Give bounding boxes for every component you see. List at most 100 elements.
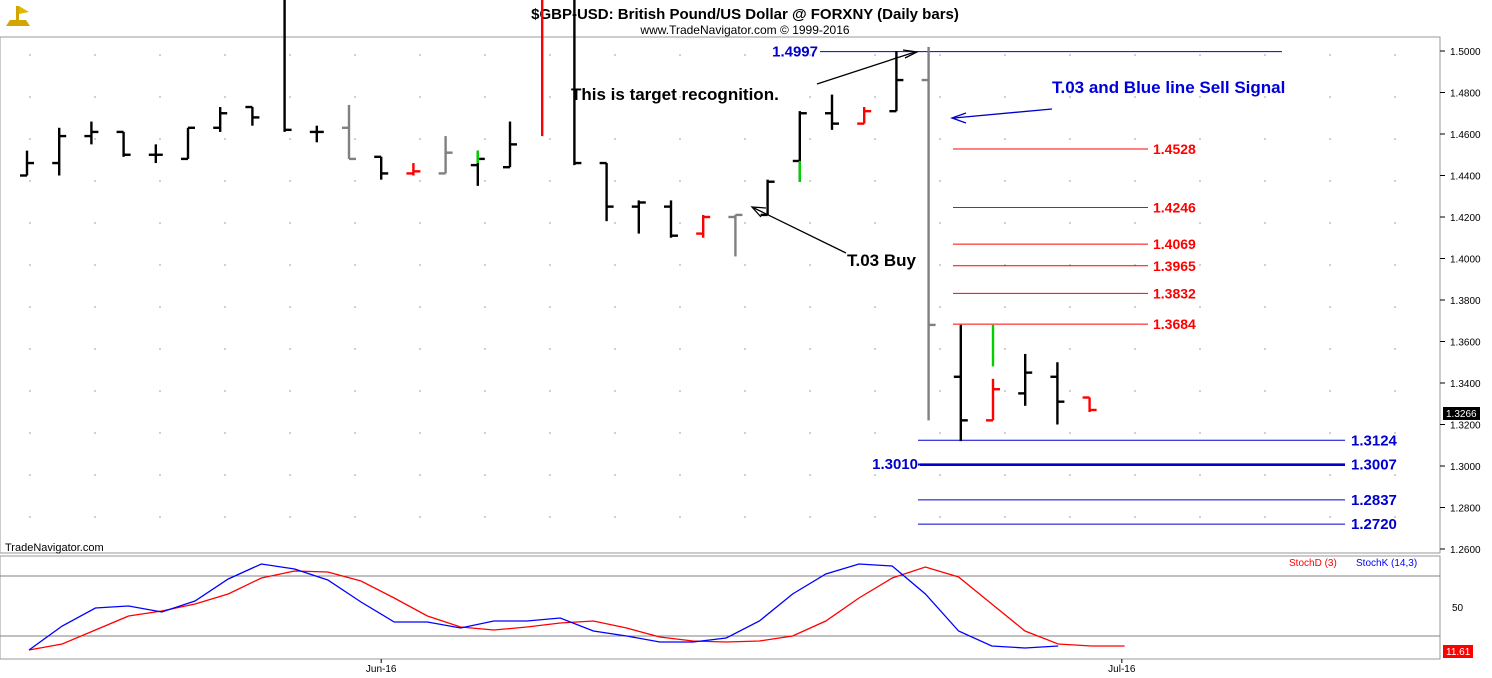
stoch-d-line [28,566,1125,651]
grid-dot [1329,222,1331,224]
stoch-reference-lines [0,575,1440,637]
level-label: 1.4069 [1153,236,1196,252]
current-price-tag [1443,407,1480,420]
grid-dot [549,96,551,98]
grid-dot [1199,180,1201,182]
grid-dot [29,264,31,266]
grid-dot [1394,348,1396,350]
grid-dot [354,96,356,98]
grid-dot [809,474,811,476]
grid-dot [809,306,811,308]
grid-dot [484,474,486,476]
grid-dot [224,306,226,308]
grid-dot [1199,138,1201,140]
price-panel-frame [0,36,1441,554]
grid-dot [1394,54,1396,56]
grid-dot [1134,180,1136,182]
grid-dot [549,306,551,308]
grid-dot [159,474,161,476]
grid-dot [1394,432,1396,434]
grid-dot [1329,432,1331,434]
grid-dot [484,348,486,350]
annotation-arrows [750,49,1053,254]
grid-dot [1134,54,1136,56]
grid-dot [1004,138,1006,140]
grid-dot [419,54,421,56]
grid-dot [159,96,161,98]
grid-dot [1004,96,1006,98]
grid-dot [549,180,551,182]
grid-dot [809,54,811,56]
arrow-sell-head-icon [950,112,967,124]
grid-dot [224,432,226,434]
grid-dot [744,432,746,434]
grid-dot [484,432,486,434]
grid-dot [744,54,746,56]
grid-dot [484,222,486,224]
grid-dot [1394,222,1396,224]
grid-dot [874,180,876,182]
grid-dot [1264,264,1266,266]
grid-dot [484,54,486,56]
grid-dot [1069,180,1071,182]
grid-dot [159,264,161,266]
grid-dot [939,474,941,476]
grid-dot [939,264,941,266]
grid-dot [1329,474,1331,476]
grid-dot [224,54,226,56]
price-tick-label: 1.4600 [1450,130,1481,141]
grid-dot [1004,432,1006,434]
grid-dot [484,516,486,518]
grid-dot [354,348,356,350]
price-tick-label: 1.3600 [1450,338,1481,349]
grid-dot [874,54,876,56]
arrow-target [816,51,916,85]
level-label: 1.2720 [1351,516,1397,533]
grid-dot [1264,306,1266,308]
stoch-value-tag [1443,645,1473,658]
grid-dot [1199,474,1201,476]
grid-dot [549,222,551,224]
grid-dot [1004,180,1006,182]
grid-dot [419,180,421,182]
grid-dot [549,264,551,266]
stoch-axis-label: 50 [1452,603,1464,614]
grid-dot [1004,306,1006,308]
grid-dot [94,516,96,518]
grid-dot [29,432,31,434]
grid-dot [744,180,746,182]
grid-dot [484,96,486,98]
grid-dot [1394,264,1396,266]
grid-dot [224,264,226,266]
grid-dot [354,390,356,392]
grid-dot [224,348,226,350]
grid-dot [1264,516,1266,518]
grid-dot [679,306,681,308]
grid-dot [744,138,746,140]
grid-dot [1134,432,1136,434]
grid-dot [1394,516,1396,518]
annotation-target-recognition: This is target recognition. [571,85,779,104]
grid-dot [744,390,746,392]
grid-dot [1134,474,1136,476]
grid-dot [1069,348,1071,350]
grid-dot [159,432,161,434]
grid-dot [1069,306,1071,308]
grid-dot [289,180,291,182]
stoch-panel-frame [0,555,1441,660]
level-label: 1.3832 [1153,285,1196,301]
grid-dot [939,96,941,98]
grid-dot [354,180,356,182]
grid-dot [1329,306,1331,308]
grid-dot [1134,138,1136,140]
level-label: 1.3010 [872,456,918,473]
grid-dot [874,516,876,518]
stoch-value-label: 11.61 [1446,647,1471,658]
grid-dot [29,348,31,350]
grid-dot [1004,54,1006,56]
grid-dot [354,264,356,266]
grid-dot [289,54,291,56]
grid-dot [679,264,681,266]
grid-dot [744,348,746,350]
grid-dot [1264,390,1266,392]
